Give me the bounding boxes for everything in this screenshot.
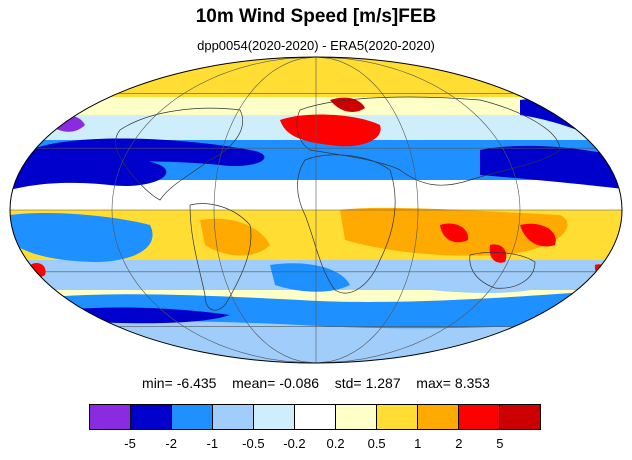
colorbar-label: -5	[124, 436, 136, 451]
colorbar-cell	[295, 405, 336, 429]
colorbar-cell	[459, 405, 500, 429]
mean-label: mean=	[232, 375, 276, 391]
colorbar-label: -2	[165, 436, 177, 451]
std-label: std=	[334, 375, 362, 391]
colorbar-cell	[418, 405, 459, 429]
colorbar-cell	[131, 405, 172, 429]
colorbar-label: -1	[206, 436, 219, 451]
statistics-line: min= -6.435 mean= -0.086 std= 1.287 max= 8.3…	[0, 375, 632, 391]
map-boundary	[9, 56, 623, 364]
colorbar-cell	[213, 405, 254, 429]
min-value: -6.435	[176, 375, 217, 391]
colorbar-label: -0.5	[242, 436, 265, 451]
colorbar-label: 5	[496, 436, 504, 451]
colorbar-label: 2	[455, 436, 463, 451]
map-graticule	[10, 56, 622, 364]
colorbar	[89, 404, 541, 430]
colorbar-label: 1	[414, 436, 422, 451]
min-label: min=	[142, 375, 173, 391]
max-value: 8.353	[454, 375, 490, 391]
meridian-line	[213, 56, 317, 364]
colorbar-cell	[377, 405, 418, 429]
meridian-line	[315, 56, 419, 364]
colorbar-cell	[500, 405, 540, 429]
colorbar-cell	[254, 405, 295, 429]
colorbar-cell	[90, 405, 131, 429]
max-label: max=	[416, 375, 451, 391]
colorbar-label: -0.2	[283, 436, 306, 451]
colorbar-labels: -5 -2 -1 -0.5 -0.2 0.2 0.5 1 2 5	[89, 436, 541, 452]
map-subtitle: dpp0054(2020-2020) - ERA5(2020-2020)	[197, 38, 435, 53]
mean-value: -0.086	[279, 375, 320, 391]
meridian-line	[315, 56, 521, 364]
colorbar-label: 0.2	[326, 436, 345, 451]
colorbar-cell	[172, 405, 213, 429]
colorbar-label: 0.5	[367, 436, 386, 451]
map-title: 10m Wind Speed [m/s]FEB	[195, 6, 437, 27]
std-value: 1.287	[365, 375, 401, 391]
meridian-line	[111, 56, 317, 364]
colorbar-cell	[336, 405, 377, 429]
